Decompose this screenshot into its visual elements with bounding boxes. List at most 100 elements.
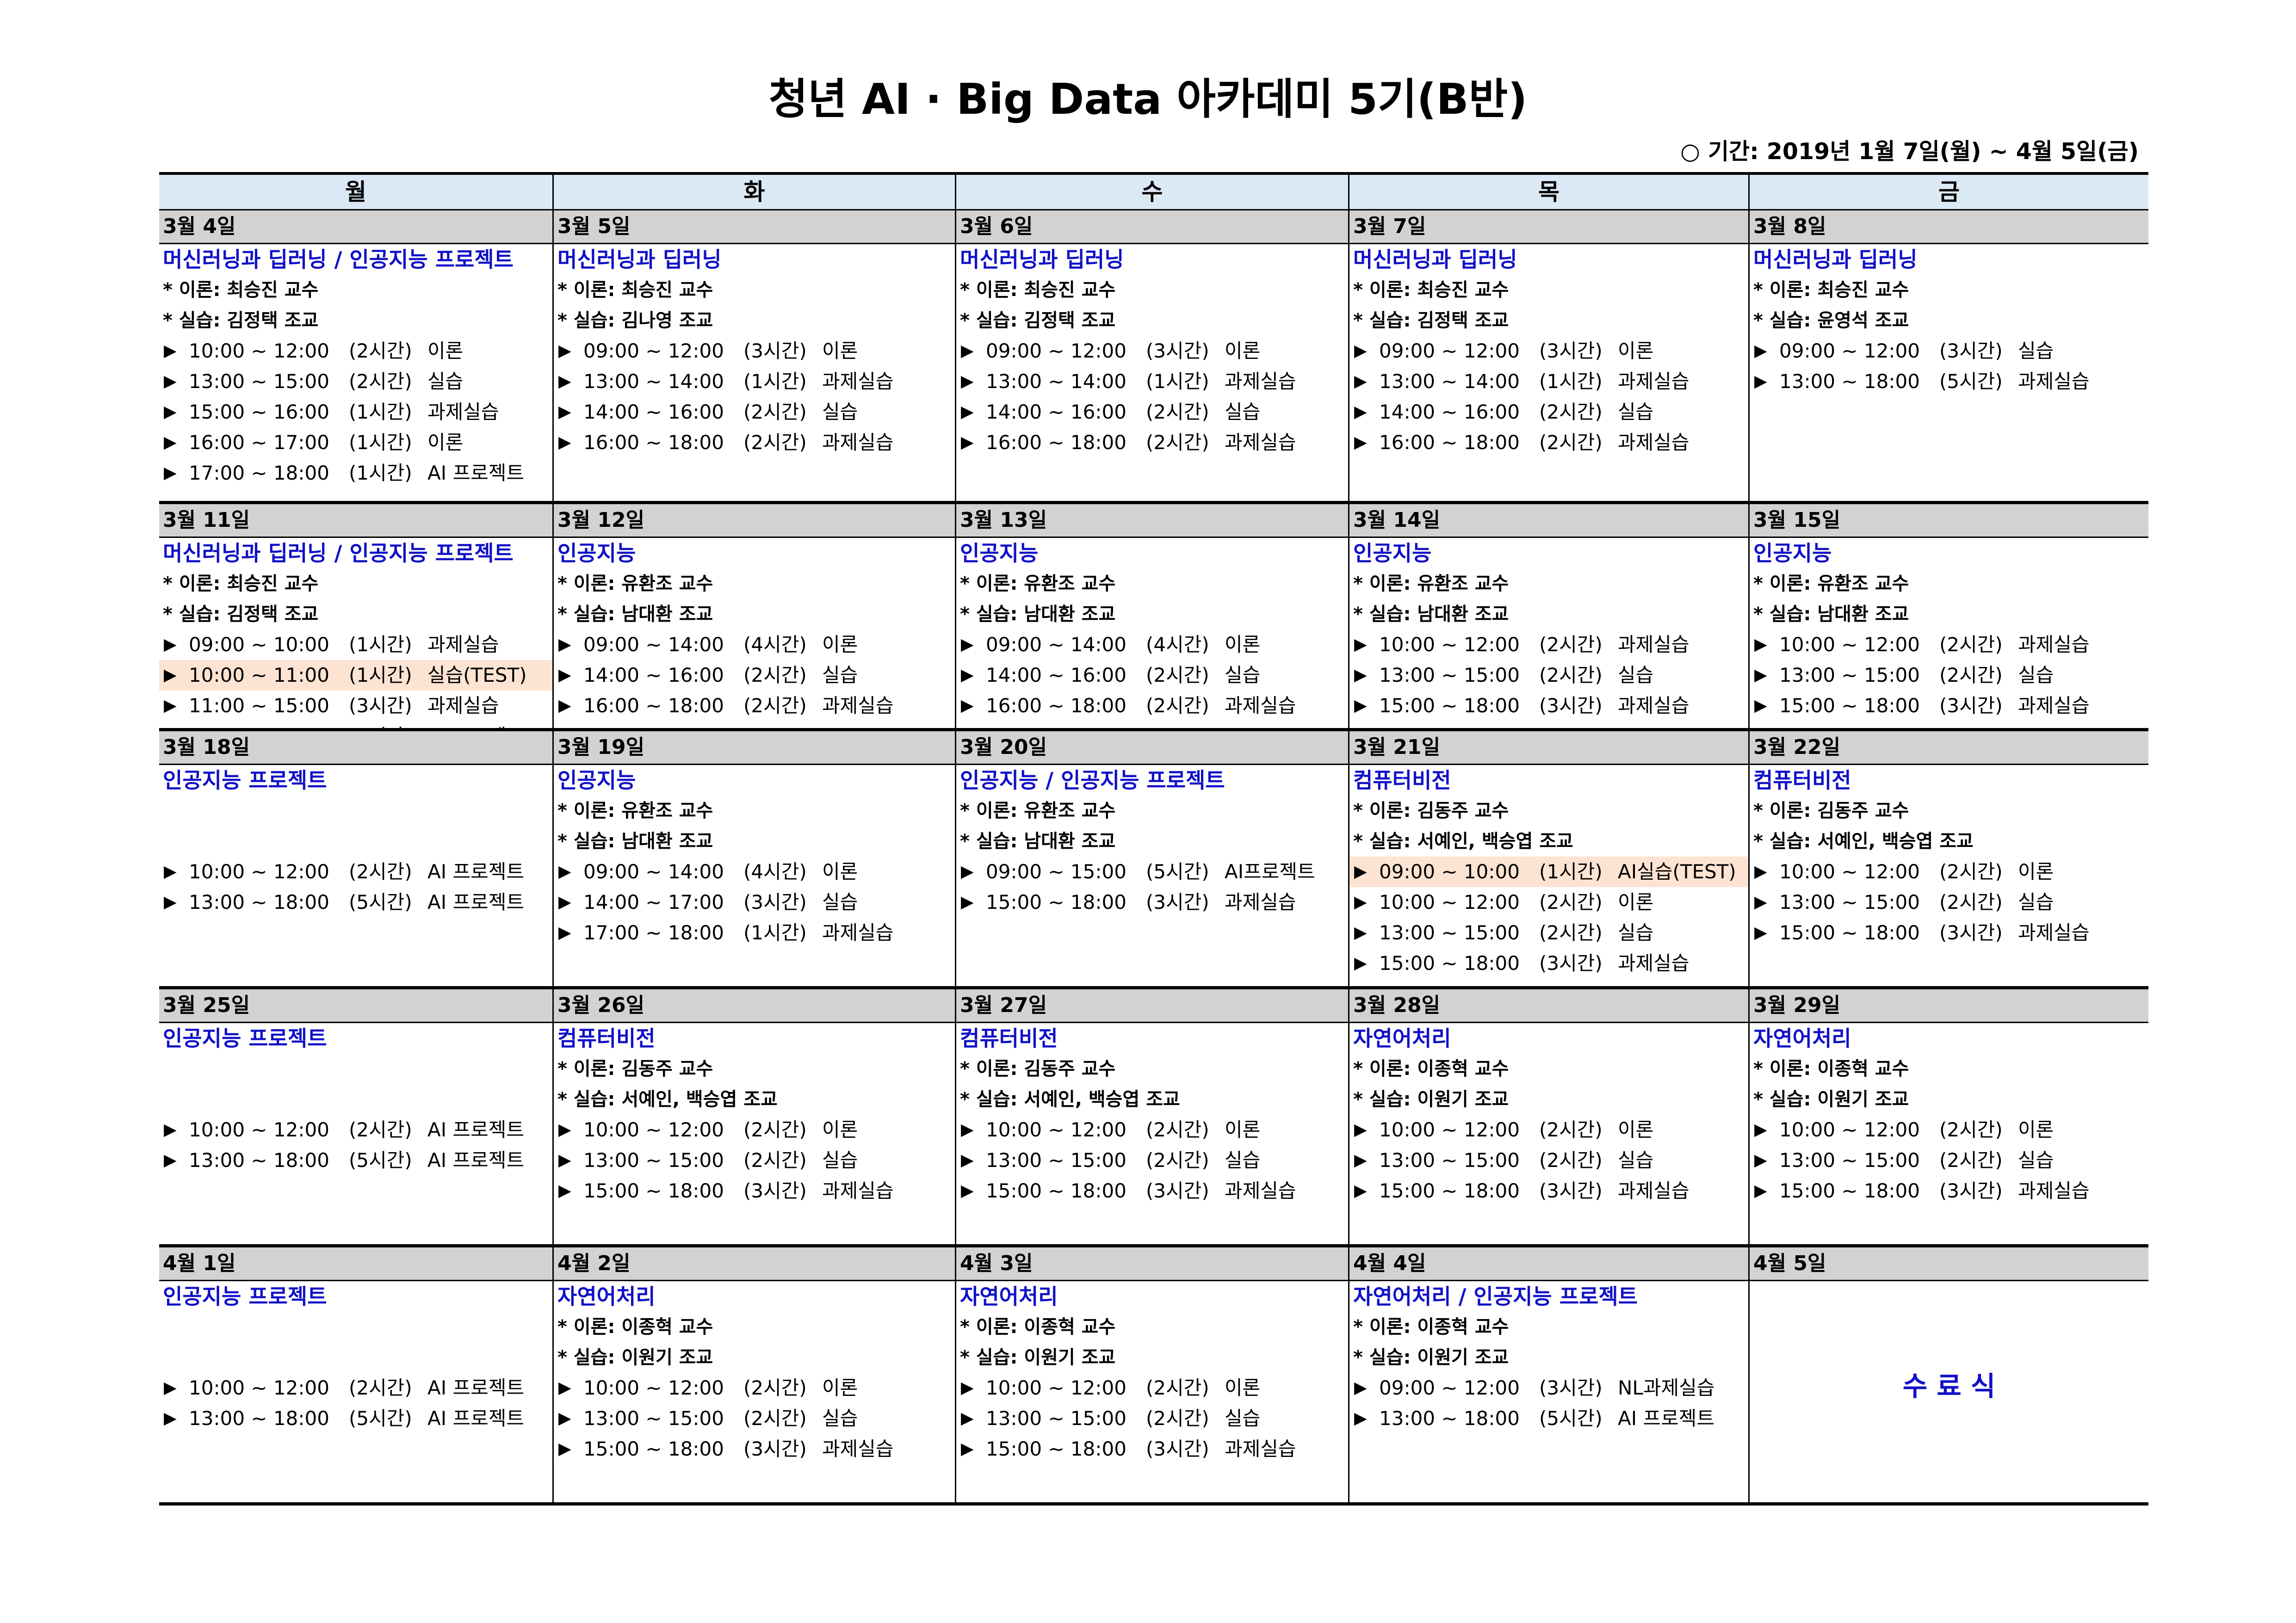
play-arrow-icon: ▶ [961, 402, 974, 421]
date-cell: 3월 21일 [1348, 731, 1748, 764]
play-arrow-icon: ▶ [1354, 923, 1367, 942]
session-activity: 과제실습 [1618, 694, 1690, 717]
play-arrow-icon: ▶ [164, 1151, 177, 1170]
course-subject: 머신러닝과 딥러닝 [1753, 247, 1918, 272]
session-time: 16:00 ~ 18:00 [583, 694, 724, 717]
play-arrow-icon: ▶ [1754, 893, 1767, 912]
week-block: 4월 1일 4월 2일 4월 3일 4월 4일 4월 5일 인공지능 프로젝트 ▶ 10:00… [159, 1247, 2148, 1506]
week-block: 3월 11일 3월 12일 3월 13일 3월 14일 3월 15일 머신러닝과 딥러닝 … [159, 504, 2148, 731]
course-subject: 컴퓨터비전 [960, 1026, 1058, 1051]
play-arrow-icon: ▶ [1754, 1120, 1767, 1139]
play-arrow-icon: ▶ [558, 1120, 571, 1139]
session-activity: 이론 [2018, 860, 2054, 883]
course-subject: 인공지능 프로젝트 [163, 1026, 327, 1051]
session-activity: 실습 [1225, 1149, 1261, 1172]
date-cell: 3월 12일 [552, 504, 955, 537]
date-cell: 3월 8일 [1748, 210, 2148, 243]
course-subject: 머신러닝과 딥러닝 [1353, 247, 1517, 272]
play-arrow-icon: ▶ [961, 1120, 974, 1139]
session-activity: 과제실습 [1225, 1179, 1296, 1202]
session-row: ▶ 10:00 ~ 12:00 (2시간) 이론 [1750, 857, 2148, 887]
play-arrow-icon: ▶ [164, 666, 177, 685]
session-row: ▶ 14:00 ~ 16:00 (2시간) 실습 [956, 660, 1348, 691]
date-cell: 3월 19일 [552, 731, 955, 764]
weekday-header-mon: 월 [345, 179, 366, 205]
session-duration: (4시간) [743, 633, 807, 656]
date-cell: 4월 3일 [955, 1247, 1348, 1280]
session-row: ▶ 10:00 ~ 12:00 (2시간) 이론 [1750, 1115, 2148, 1145]
session-row: ▶ 10:00 ~ 12:00 (2시간) 이론 [1349, 887, 1748, 918]
session-activity: 과제실습 [1225, 431, 1296, 454]
weekday-header-tue: 화 [552, 175, 955, 209]
day-cell: 컴퓨터비전 * 이론: 김동주 교수 * 실습: 서예인, 백승엽 조교 ▶ 10:00… [955, 1023, 1348, 1244]
session-row: ▶ 13:00 ~ 15:00 (2시간) 실습 [1349, 918, 1748, 948]
session-duration: (2시간) [1146, 694, 1209, 717]
session-row: ▶ 15:00 ~ 18:00 (3시간) 과제실습 [1750, 1176, 2148, 1206]
instructor-theory: * 이론: 최승진 교수 [557, 279, 713, 301]
session-row: ▶ 09:00 ~ 12:00 (3시간) 이론 [1349, 336, 1748, 366]
session-duration: (5시간) [349, 1149, 412, 1172]
instructor-practice: * 실습: 이원기 조교 [1353, 1089, 1509, 1110]
course-subject: 머신러닝과 딥러닝 / 인공지능 프로젝트 [163, 247, 514, 272]
day-cell: 인공지능 * 이론: 유환조 교수 * 실습: 남대환 조교 ▶ 10:00 ~ 12:… [1348, 538, 1748, 728]
session-activity: AI 프로젝트 [427, 891, 525, 913]
course-subject: 자연어처리 [1353, 1026, 1451, 1051]
session-activity: 이론 [427, 431, 464, 454]
session-duration: (3시간) [349, 721, 412, 728]
session-time: 16:00 ~ 17:00 [189, 431, 329, 454]
course-subject: 자연어처리 [557, 1284, 656, 1309]
session-activity: 과제실습 [1618, 952, 1690, 975]
session-time: 10:00 ~ 12:00 [1779, 860, 1920, 883]
play-arrow-icon: ▶ [1354, 433, 1367, 452]
day-cell: 자연어처리 * 이론: 이종혁 교수 * 실습: 이원기 조교 ▶ 10:00 ~ 12… [1348, 1023, 1748, 1244]
spacer [159, 796, 552, 857]
play-arrow-icon: ▶ [1754, 862, 1767, 881]
session-row: ▶ 13:00 ~ 15:00 (2시간) 실습 [1750, 1145, 2148, 1176]
course-subject: 인공지능 / 인공지능 프로젝트 [960, 768, 1225, 793]
session-duration: (2시간) [743, 694, 807, 717]
session-duration: (3시간) [1146, 891, 1209, 913]
play-arrow-icon: ▶ [558, 1181, 571, 1200]
session-activity: 이론 [1618, 339, 1654, 362]
session-activity: AI 프로젝트 [427, 721, 524, 728]
date-cell: 3월 13일 [955, 504, 1348, 537]
session-duration: (2시간) [1539, 921, 1603, 944]
play-arrow-icon: ▶ [961, 1378, 974, 1397]
play-arrow-icon: ▶ [164, 402, 177, 421]
instructor-theory: * 이론: 유환조 교수 [1353, 573, 1509, 594]
day-cell: 자연어처리 * 이론: 이종혁 교수 * 실습: 이원기 조교 ▶ 10:00 ~ 12… [552, 1281, 955, 1502]
instructor-practice: * 실습: 이원기 조교 [1353, 1347, 1509, 1368]
instructor-practice: * 실습: 김정택 조교 [163, 310, 319, 331]
session-row: ▶ 15:00 ~ 16:00 (1시간) 과제실습 [159, 397, 552, 427]
session-activity: 과제실습 [1618, 370, 1690, 393]
session-time: 13:00 ~ 15:00 [583, 1149, 724, 1172]
session-time: 15:00 ~ 18:00 [1379, 694, 1520, 717]
session-duration: (2시간) [743, 1118, 807, 1141]
session-row: ▶ 16:00 ~ 17:00 (1시간) 이론 [159, 427, 552, 458]
play-arrow-icon: ▶ [558, 1151, 571, 1170]
session-duration: (1시간) [1539, 860, 1603, 883]
session-duration: (3시간) [1539, 339, 1603, 362]
session-activity: AI 프로젝트 [427, 1118, 525, 1141]
session-time: 13:00 ~ 15:00 [986, 1407, 1126, 1430]
session-activity: 과제실습 [822, 694, 894, 717]
spacer [159, 1312, 552, 1373]
session-duration: (2시간) [743, 1149, 807, 1172]
play-arrow-icon: ▶ [164, 1378, 177, 1397]
instructor-practice: * 실습: 남대환 조교 [960, 831, 1116, 852]
date-cell: 4월 1일 [163, 1252, 236, 1275]
session-activity: 과제실습 [1225, 891, 1296, 913]
session-duration: (2시간) [1539, 1118, 1603, 1141]
session-time: 10:00 ~ 12:00 [1379, 1118, 1520, 1141]
date-row: 3월 4일 3월 5일 3월 6일 3월 7일 3월 8일 [159, 210, 2148, 244]
play-arrow-icon: ▶ [558, 372, 571, 391]
day-cell: 인공지능 * 이론: 유환조 교수 * 실습: 남대환 조교 ▶ 10:00 ~ 12:… [1748, 538, 2148, 728]
play-arrow-icon: ▶ [558, 893, 571, 912]
session-row: ▶ 13:00 ~ 14:00 (1시간) 과제실습 [1349, 366, 1748, 397]
session-row: ▶ 15:00 ~ 18:00 (3시간) 과제실습 [554, 1434, 955, 1464]
session-time: 09:00 ~ 12:00 [1379, 1376, 1520, 1399]
play-arrow-icon: ▶ [558, 402, 571, 421]
date-cell: 3월 18일 [163, 735, 250, 759]
